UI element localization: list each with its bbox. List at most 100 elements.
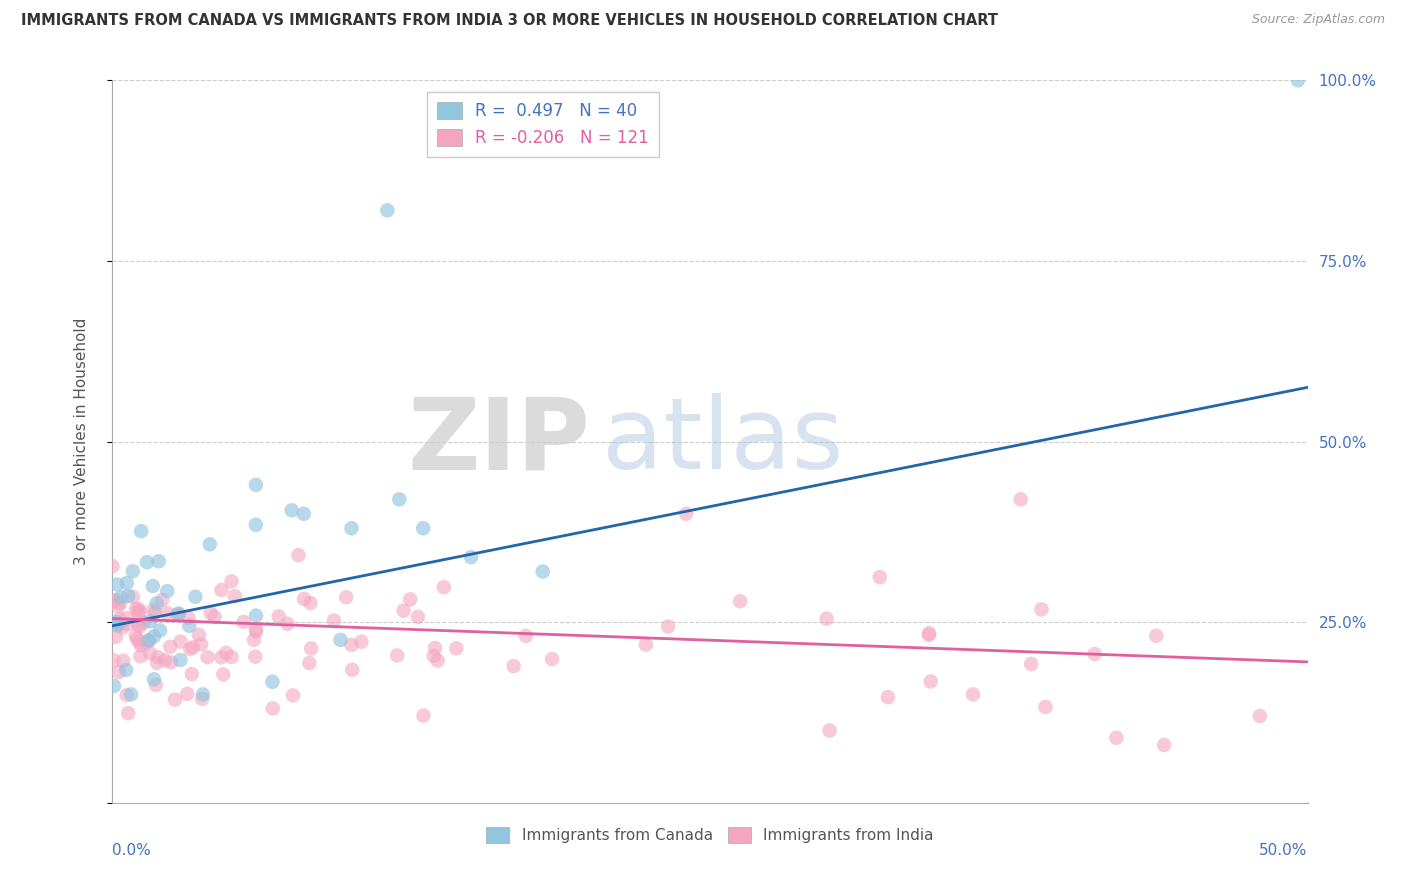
Point bbox=[342, 663, 364, 677]
Point bbox=[1249, 709, 1271, 723]
Point bbox=[232, 615, 254, 629]
Point bbox=[169, 653, 191, 667]
Point bbox=[388, 492, 411, 507]
Y-axis label: 3 or more Vehicles in Household: 3 or more Vehicles in Household bbox=[75, 318, 89, 566]
Point bbox=[145, 596, 167, 610]
Point bbox=[204, 609, 226, 624]
Point bbox=[156, 606, 179, 620]
Point bbox=[129, 649, 152, 664]
Point bbox=[128, 619, 150, 633]
Point bbox=[111, 620, 134, 634]
Point bbox=[215, 646, 238, 660]
Point bbox=[101, 559, 124, 574]
Point bbox=[103, 653, 125, 667]
Point bbox=[818, 723, 841, 738]
Point bbox=[139, 614, 162, 628]
Point bbox=[392, 604, 415, 618]
Point bbox=[139, 646, 162, 660]
Point bbox=[188, 628, 211, 642]
Point bbox=[166, 607, 188, 622]
Point bbox=[127, 602, 149, 616]
Point bbox=[385, 648, 408, 663]
Point bbox=[191, 687, 214, 701]
Point bbox=[142, 629, 165, 643]
Point bbox=[135, 636, 157, 650]
Point bbox=[245, 624, 267, 639]
Point bbox=[245, 517, 267, 532]
Point bbox=[136, 555, 159, 569]
Point bbox=[292, 507, 315, 521]
Point bbox=[121, 590, 143, 604]
Point bbox=[276, 616, 298, 631]
Point bbox=[460, 550, 482, 565]
Point bbox=[125, 602, 148, 616]
Point bbox=[212, 667, 235, 681]
Point bbox=[115, 688, 138, 702]
Point bbox=[299, 641, 322, 656]
Point bbox=[211, 582, 233, 597]
Legend: Immigrants from Canada, Immigrants from India: Immigrants from Canada, Immigrants from … bbox=[481, 822, 939, 849]
Point bbox=[1153, 738, 1175, 752]
Point bbox=[128, 635, 150, 649]
Point bbox=[148, 554, 170, 568]
Point bbox=[169, 634, 191, 648]
Point bbox=[224, 589, 246, 603]
Point bbox=[167, 607, 190, 622]
Point bbox=[104, 630, 127, 644]
Point bbox=[117, 706, 139, 721]
Point bbox=[340, 521, 363, 535]
Point bbox=[292, 591, 315, 606]
Point bbox=[132, 615, 155, 630]
Point bbox=[406, 610, 429, 624]
Point bbox=[634, 638, 657, 652]
Point bbox=[117, 617, 139, 632]
Point bbox=[299, 596, 322, 610]
Point bbox=[159, 640, 181, 654]
Point bbox=[323, 614, 346, 628]
Point bbox=[433, 580, 456, 594]
Point bbox=[146, 656, 169, 670]
Point bbox=[335, 590, 357, 604]
Point bbox=[108, 596, 131, 610]
Point bbox=[200, 606, 222, 620]
Point bbox=[104, 593, 127, 607]
Point bbox=[412, 521, 434, 535]
Point bbox=[221, 650, 243, 665]
Point bbox=[243, 632, 266, 647]
Point bbox=[340, 638, 363, 652]
Point bbox=[422, 648, 444, 663]
Point bbox=[176, 687, 198, 701]
Point bbox=[423, 640, 446, 655]
Point bbox=[103, 679, 125, 693]
Point bbox=[115, 611, 138, 625]
Point bbox=[143, 673, 166, 687]
Point bbox=[129, 524, 152, 538]
Point bbox=[107, 599, 129, 614]
Point bbox=[112, 654, 135, 668]
Point bbox=[426, 654, 449, 668]
Point bbox=[150, 592, 173, 607]
Point bbox=[1010, 492, 1032, 507]
Point bbox=[149, 624, 172, 638]
Point bbox=[918, 626, 941, 640]
Point bbox=[181, 640, 204, 655]
Point bbox=[412, 708, 434, 723]
Point bbox=[115, 663, 138, 677]
Point bbox=[245, 608, 267, 623]
Point bbox=[121, 564, 143, 578]
Point bbox=[262, 674, 284, 689]
Text: 50.0%: 50.0% bbox=[1260, 843, 1308, 857]
Point bbox=[110, 591, 132, 605]
Point bbox=[146, 650, 169, 665]
Point bbox=[108, 612, 131, 626]
Point bbox=[138, 633, 160, 648]
Point bbox=[209, 650, 232, 665]
Point bbox=[1286, 73, 1309, 87]
Point bbox=[184, 590, 207, 604]
Point bbox=[962, 687, 984, 701]
Point bbox=[143, 606, 166, 620]
Point bbox=[1019, 657, 1042, 671]
Point bbox=[153, 653, 176, 667]
Point bbox=[675, 507, 697, 521]
Point bbox=[105, 618, 128, 632]
